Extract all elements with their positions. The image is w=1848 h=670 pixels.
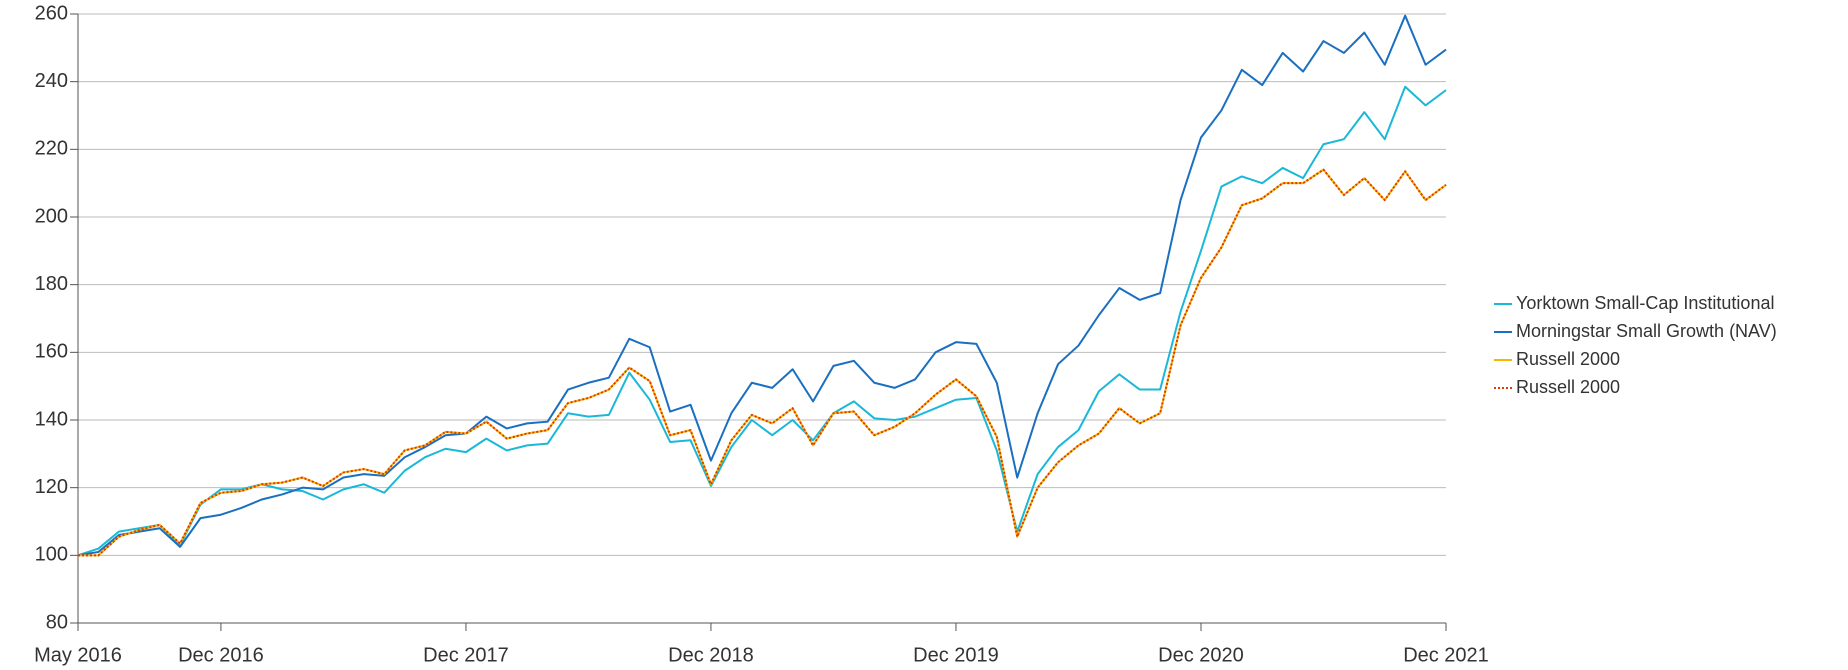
x-tick-label: Dec 2019 (913, 644, 999, 666)
legend-label: Russell 2000 (1516, 377, 1620, 397)
y-tick-label: 200 (35, 205, 68, 227)
x-tick-label: May 2016 (34, 644, 122, 666)
series-line (78, 168, 1447, 557)
legend-label: Russell 2000 (1516, 349, 1620, 369)
series-line (78, 168, 1447, 557)
y-tick-label: 260 (35, 2, 68, 24)
y-tick-label: 140 (35, 408, 68, 430)
series-line (77, 14, 1447, 557)
x-tick-label: Dec 2021 (1403, 644, 1489, 666)
y-tick-label: 220 (35, 138, 68, 160)
series-line (77, 85, 1447, 557)
y-tick-label: 80 (46, 611, 68, 633)
x-tick-label: Dec 2018 (668, 644, 754, 666)
y-tick-label: 240 (35, 70, 68, 92)
legend-label: Yorktown Small-Cap Institutional (1516, 293, 1774, 313)
x-tick-label: Dec 2020 (1158, 644, 1244, 666)
y-tick-label: 160 (35, 341, 68, 363)
legend-label: Morningstar Small Growth (NAV) (1516, 321, 1777, 341)
y-tick-label: 180 (35, 273, 68, 295)
x-tick-label: Dec 2016 (178, 644, 264, 666)
y-tick-label: 120 (35, 476, 68, 498)
x-tick-label: Dec 2017 (423, 644, 509, 666)
y-tick-label: 100 (35, 544, 68, 566)
